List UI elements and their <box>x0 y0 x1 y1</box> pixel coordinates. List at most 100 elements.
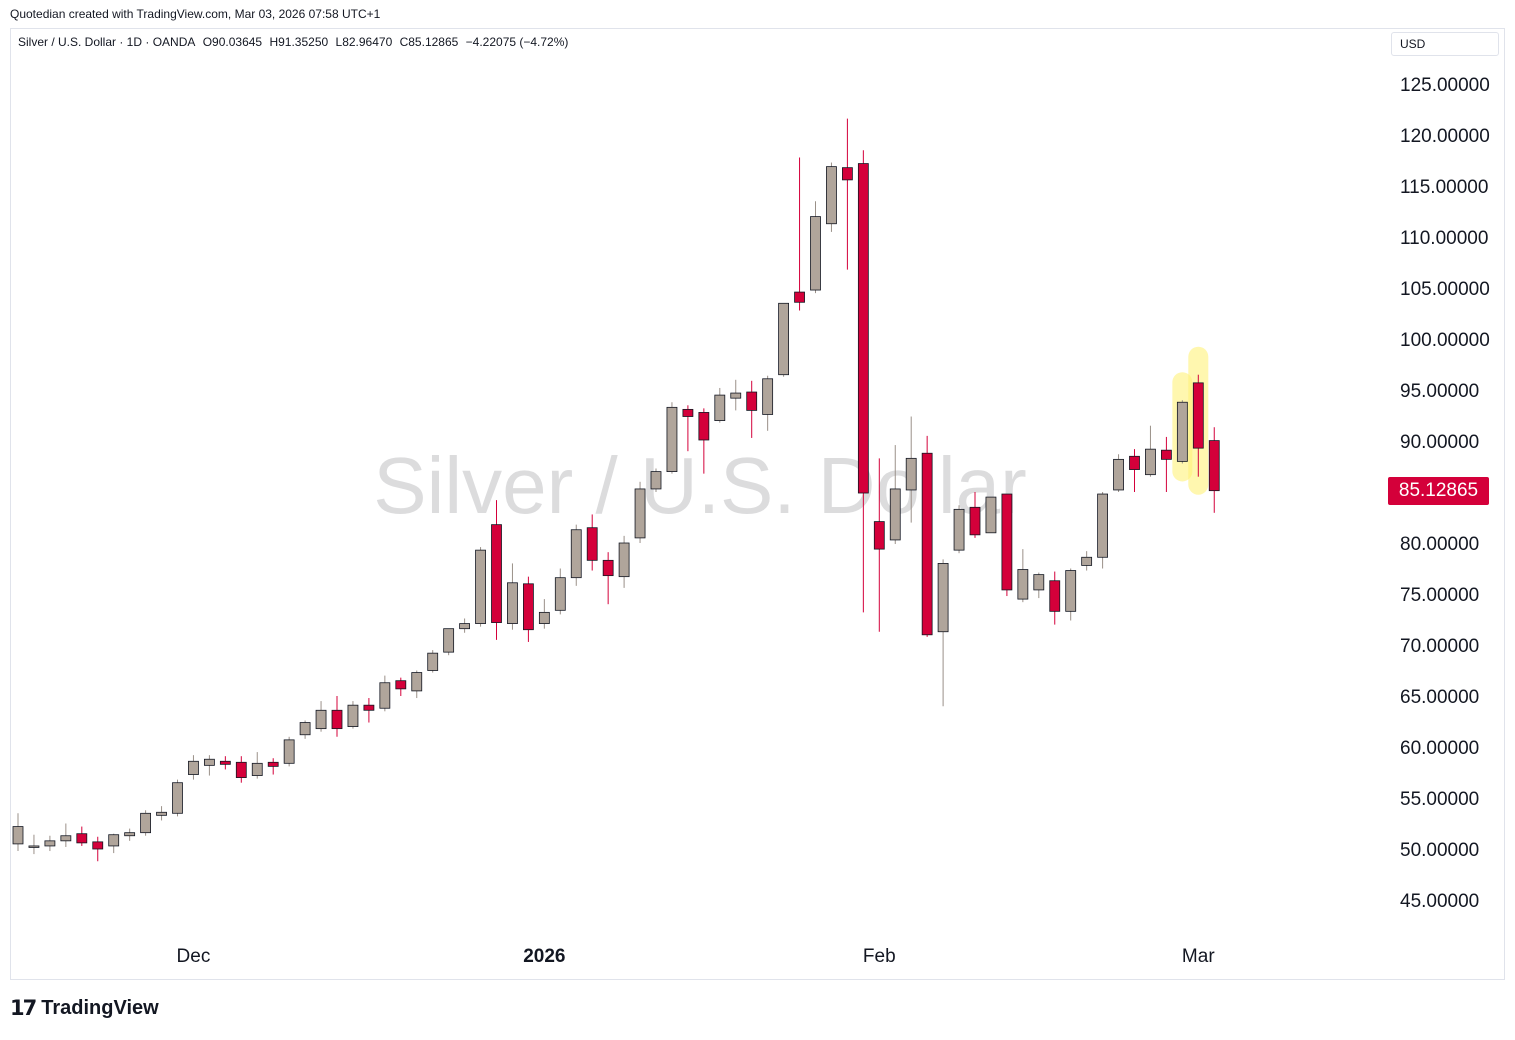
candle-body <box>283 739 295 764</box>
candle-body <box>1017 569 1029 600</box>
candle-body <box>267 761 279 767</box>
tradingview-logo-icon: 17 <box>10 996 37 1020</box>
candle-body <box>363 704 375 711</box>
y-tick-label: 105.00000 <box>1400 279 1490 300</box>
legend-close: C85.12865 <box>399 35 459 49</box>
candle-body <box>538 611 550 624</box>
candle-body <box>794 291 805 303</box>
candle-body <box>251 762 263 776</box>
candle-body <box>331 709 343 730</box>
candle-body <box>108 834 120 847</box>
candle-body <box>1113 458 1124 491</box>
candle-body <box>507 582 518 624</box>
y-tick-label: 65.00000 <box>1400 687 1479 708</box>
y-tick-label: 75.00000 <box>1400 585 1479 606</box>
candle-body <box>826 166 837 225</box>
last-price-label: 85.12865 <box>1388 476 1489 505</box>
candle-body <box>1161 449 1172 460</box>
x-tick-label: Feb <box>863 946 896 967</box>
brand-name: TradingView <box>41 996 159 1019</box>
legend-high: H91.35250 <box>269 35 329 49</box>
y-tick-label: 115.00000 <box>1400 177 1488 198</box>
candle-body <box>666 406 678 472</box>
candle-body <box>315 709 327 730</box>
candle-body <box>12 826 24 845</box>
symbol-legend: Silver / U.S. Dollar · 1D · OANDA O90.03… <box>18 35 572 49</box>
candle-body <box>698 412 710 441</box>
y-tick-label: 70.00000 <box>1400 636 1479 657</box>
candle-body <box>172 782 183 814</box>
candle-body <box>778 302 789 376</box>
candle-body <box>395 680 407 690</box>
candle-body <box>347 704 359 727</box>
y-tick-label: 55.00000 <box>1400 789 1479 810</box>
candle-body <box>299 722 311 736</box>
candle-body <box>921 452 933 636</box>
candle-body <box>762 378 774 415</box>
x-tick-label: 2026 <box>523 946 565 967</box>
candle-body <box>570 529 582 579</box>
candle-body <box>459 623 471 630</box>
candle-body <box>219 760 231 765</box>
candle-body <box>905 457 917 491</box>
candle-body <box>1033 574 1045 591</box>
y-tick-label: 100.00000 <box>1400 330 1490 351</box>
candle-body <box>1001 493 1013 591</box>
y-tick-label: 120.00000 <box>1400 126 1490 147</box>
candle-body <box>842 167 853 181</box>
candle-body <box>188 760 199 775</box>
y-tick-label: 60.00000 <box>1400 738 1479 759</box>
y-tick-label: 125.00000 <box>1400 75 1490 96</box>
candle-body <box>140 812 152 834</box>
candle-body <box>1065 570 1077 612</box>
candle-body <box>953 508 965 551</box>
candle-body <box>889 488 901 541</box>
candle-body <box>650 471 662 490</box>
y-tick-label: 50.00000 <box>1400 840 1479 861</box>
candle-body <box>857 163 869 494</box>
y-tick-label: 110.00000 <box>1400 228 1488 249</box>
currency-selector[interactable]: USD <box>1391 32 1499 56</box>
legend-change: −4.22075 (−4.72%) <box>465 35 569 49</box>
legend-symbol[interactable]: Silver / U.S. Dollar · 1D · OANDA <box>18 35 196 49</box>
candle-body <box>682 408 694 417</box>
x-tick-label: Dec <box>177 946 211 967</box>
legend-low: L82.96470 <box>335 35 393 49</box>
candle-body <box>969 506 981 536</box>
candle-body <box>44 840 56 847</box>
candle-body <box>235 761 247 778</box>
candle-body <box>554 577 566 611</box>
candle-body <box>475 549 486 624</box>
candle-body <box>76 833 88 844</box>
tradingview-brand[interactable]: 17 TradingView <box>10 996 159 1020</box>
candle-body <box>427 652 439 671</box>
candle-body <box>1081 556 1093 566</box>
candle-body <box>618 542 630 578</box>
candle-body <box>203 758 215 766</box>
candle-body <box>1145 448 1156 476</box>
chart-frame[interactable] <box>10 28 1505 980</box>
candle-body <box>1097 493 1108 558</box>
candle-body <box>523 583 534 631</box>
candle-body <box>602 559 614 577</box>
candle-body <box>28 845 40 848</box>
candle-body <box>1129 455 1140 470</box>
candle-body <box>586 527 598 561</box>
candle-body <box>60 835 72 842</box>
candle-body <box>746 391 758 411</box>
y-tick-label: 45.00000 <box>1400 891 1479 912</box>
candle-body <box>714 394 726 422</box>
candle-body <box>873 521 885 550</box>
candle-body <box>1049 580 1061 612</box>
candle-body <box>1208 440 1220 492</box>
candle-body <box>491 524 502 623</box>
y-tick-label: 80.00000 <box>1400 534 1479 555</box>
candle-body <box>810 216 821 291</box>
candle-body <box>92 841 104 850</box>
y-tick-label: 90.00000 <box>1400 432 1479 453</box>
candle-body <box>443 628 455 653</box>
candle-body <box>937 563 949 633</box>
candle-body <box>1176 401 1188 462</box>
legend-open: O90.03645 <box>202 35 263 49</box>
